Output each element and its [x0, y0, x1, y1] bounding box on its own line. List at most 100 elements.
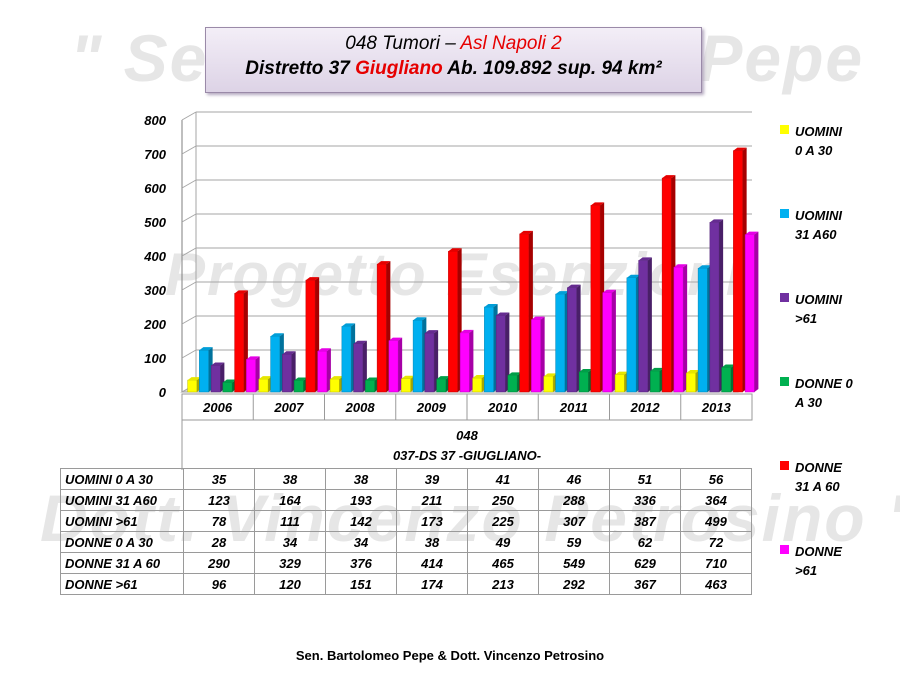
table-cell: 376: [325, 552, 397, 574]
table-cell: 120: [254, 573, 326, 595]
bar: [697, 267, 708, 393]
gridline-diagonal: [181, 213, 197, 223]
bar: [436, 378, 447, 393]
bar-top: [733, 147, 747, 151]
bar-top: [673, 264, 688, 268]
bar-top: [638, 257, 652, 261]
bar: [270, 335, 281, 393]
table-cell: 28: [183, 531, 255, 553]
table-cell: 463: [680, 573, 752, 595]
group-label-code: 048: [456, 428, 478, 443]
bar: [744, 234, 755, 393]
table-cell: 151: [325, 573, 397, 595]
bar: [555, 293, 566, 393]
x-tick-label: 2006: [202, 400, 233, 415]
table-cell: 225: [467, 510, 539, 532]
bar-top: [602, 289, 616, 293]
bar: [258, 378, 269, 393]
chart-title-line-2: Distretto 37 Giugliano Ab. 109.892 sup. …: [206, 58, 701, 80]
bar-top: [282, 351, 296, 355]
bar-top: [305, 277, 320, 281]
bar: [401, 378, 411, 393]
gridline-diagonal: [181, 349, 197, 359]
legend-swatch: [780, 125, 789, 134]
bar: [234, 293, 245, 393]
table-cell: 62: [609, 531, 681, 553]
table-cell: 59: [538, 531, 610, 553]
legend-label: DONNE >61: [795, 544, 842, 578]
table-row: DONNE 31 A 60 290 329 376 414 465 549 629 710: [60, 552, 752, 574]
bar: [638, 260, 649, 393]
table-cell: 49: [467, 531, 539, 553]
legend-label: UOMINI >61: [795, 292, 842, 326]
footer-credits: Sen. Bartolomeo Pepe & Dott. Vincenzo Pe…: [295, 648, 605, 663]
table-row-label: UOMINI >61: [60, 510, 184, 532]
bar-top: [709, 219, 724, 223]
bar: [650, 370, 660, 393]
gridline-diagonal: [181, 179, 197, 189]
bar: [459, 332, 470, 393]
table-cell: 549: [538, 552, 610, 574]
legend-swatch: [780, 545, 789, 554]
bar-top: [579, 368, 593, 372]
table-row: DONNE >61 96 120 151 174 213 292 367 463: [60, 573, 752, 595]
legend-label: UOMINI 0 A 30: [795, 124, 842, 158]
bar: [495, 315, 506, 393]
bar: [626, 277, 637, 393]
table-cell: 41: [467, 468, 539, 490]
chart-title-line-1: 048 Tumori – Asl Napoli 2: [206, 33, 701, 55]
y-tick-label: 200: [143, 317, 166, 332]
bar-side: [505, 312, 510, 392]
table-cell: 78: [183, 510, 255, 532]
bar-top: [413, 317, 427, 321]
table-cell: 38: [396, 531, 468, 553]
bar: [424, 332, 435, 393]
bar-top: [258, 376, 273, 380]
table-row-label: DONNE >61: [60, 573, 184, 595]
x-tick-label: 2012: [630, 400, 661, 415]
table-cell: 211: [396, 489, 468, 511]
bar: [246, 359, 256, 393]
bar-top: [555, 291, 569, 295]
bar: [187, 379, 198, 393]
table-row: UOMINI 0 A 30 35 38 38 39 41 46 51 56: [60, 468, 752, 490]
table-cell: 72: [680, 531, 752, 553]
table-cell: 629: [609, 552, 681, 574]
bar-top: [650, 367, 664, 371]
x-tick-label: 2008: [345, 400, 376, 415]
bar: [519, 233, 530, 393]
title-prefix: 048 Tumori –: [345, 33, 461, 54]
bar-top: [590, 202, 605, 206]
legend-label: UOMINI 31 A60: [795, 208, 842, 242]
bar: [733, 150, 743, 393]
bar-top: [698, 265, 712, 269]
bar-top: [531, 316, 545, 320]
legend-swatch: [780, 377, 789, 386]
table-cell: 38: [325, 468, 397, 490]
table-row-label: DONNE 0 A 30: [60, 531, 184, 553]
bar: [341, 326, 352, 393]
bar-side: [362, 340, 367, 392]
bar: [305, 279, 316, 393]
bar: [448, 250, 458, 393]
legend-swatch: [780, 461, 789, 470]
gridline-diagonal: [181, 145, 197, 155]
table-row-label: DONNE 31 A 60: [60, 552, 184, 574]
y-tick-label: 700: [144, 147, 166, 162]
title-town: Giugliano: [355, 58, 443, 79]
bar: [661, 177, 672, 393]
bar: [282, 354, 292, 393]
table-row: UOMINI >61 78 111 142 173 225 307 387 499: [60, 510, 752, 532]
bar: [721, 367, 732, 393]
bar-top: [662, 175, 676, 179]
bar-top: [388, 337, 403, 341]
bar-top: [377, 261, 391, 265]
bar: [412, 320, 423, 393]
bar-side: [398, 337, 403, 392]
gridline-diagonal: [181, 281, 197, 291]
y-tick-label: 400: [143, 249, 166, 264]
bar: [673, 266, 684, 393]
legend-label: DONNE 31 A 60: [795, 460, 842, 494]
x-tick-label: 2013: [701, 400, 732, 415]
